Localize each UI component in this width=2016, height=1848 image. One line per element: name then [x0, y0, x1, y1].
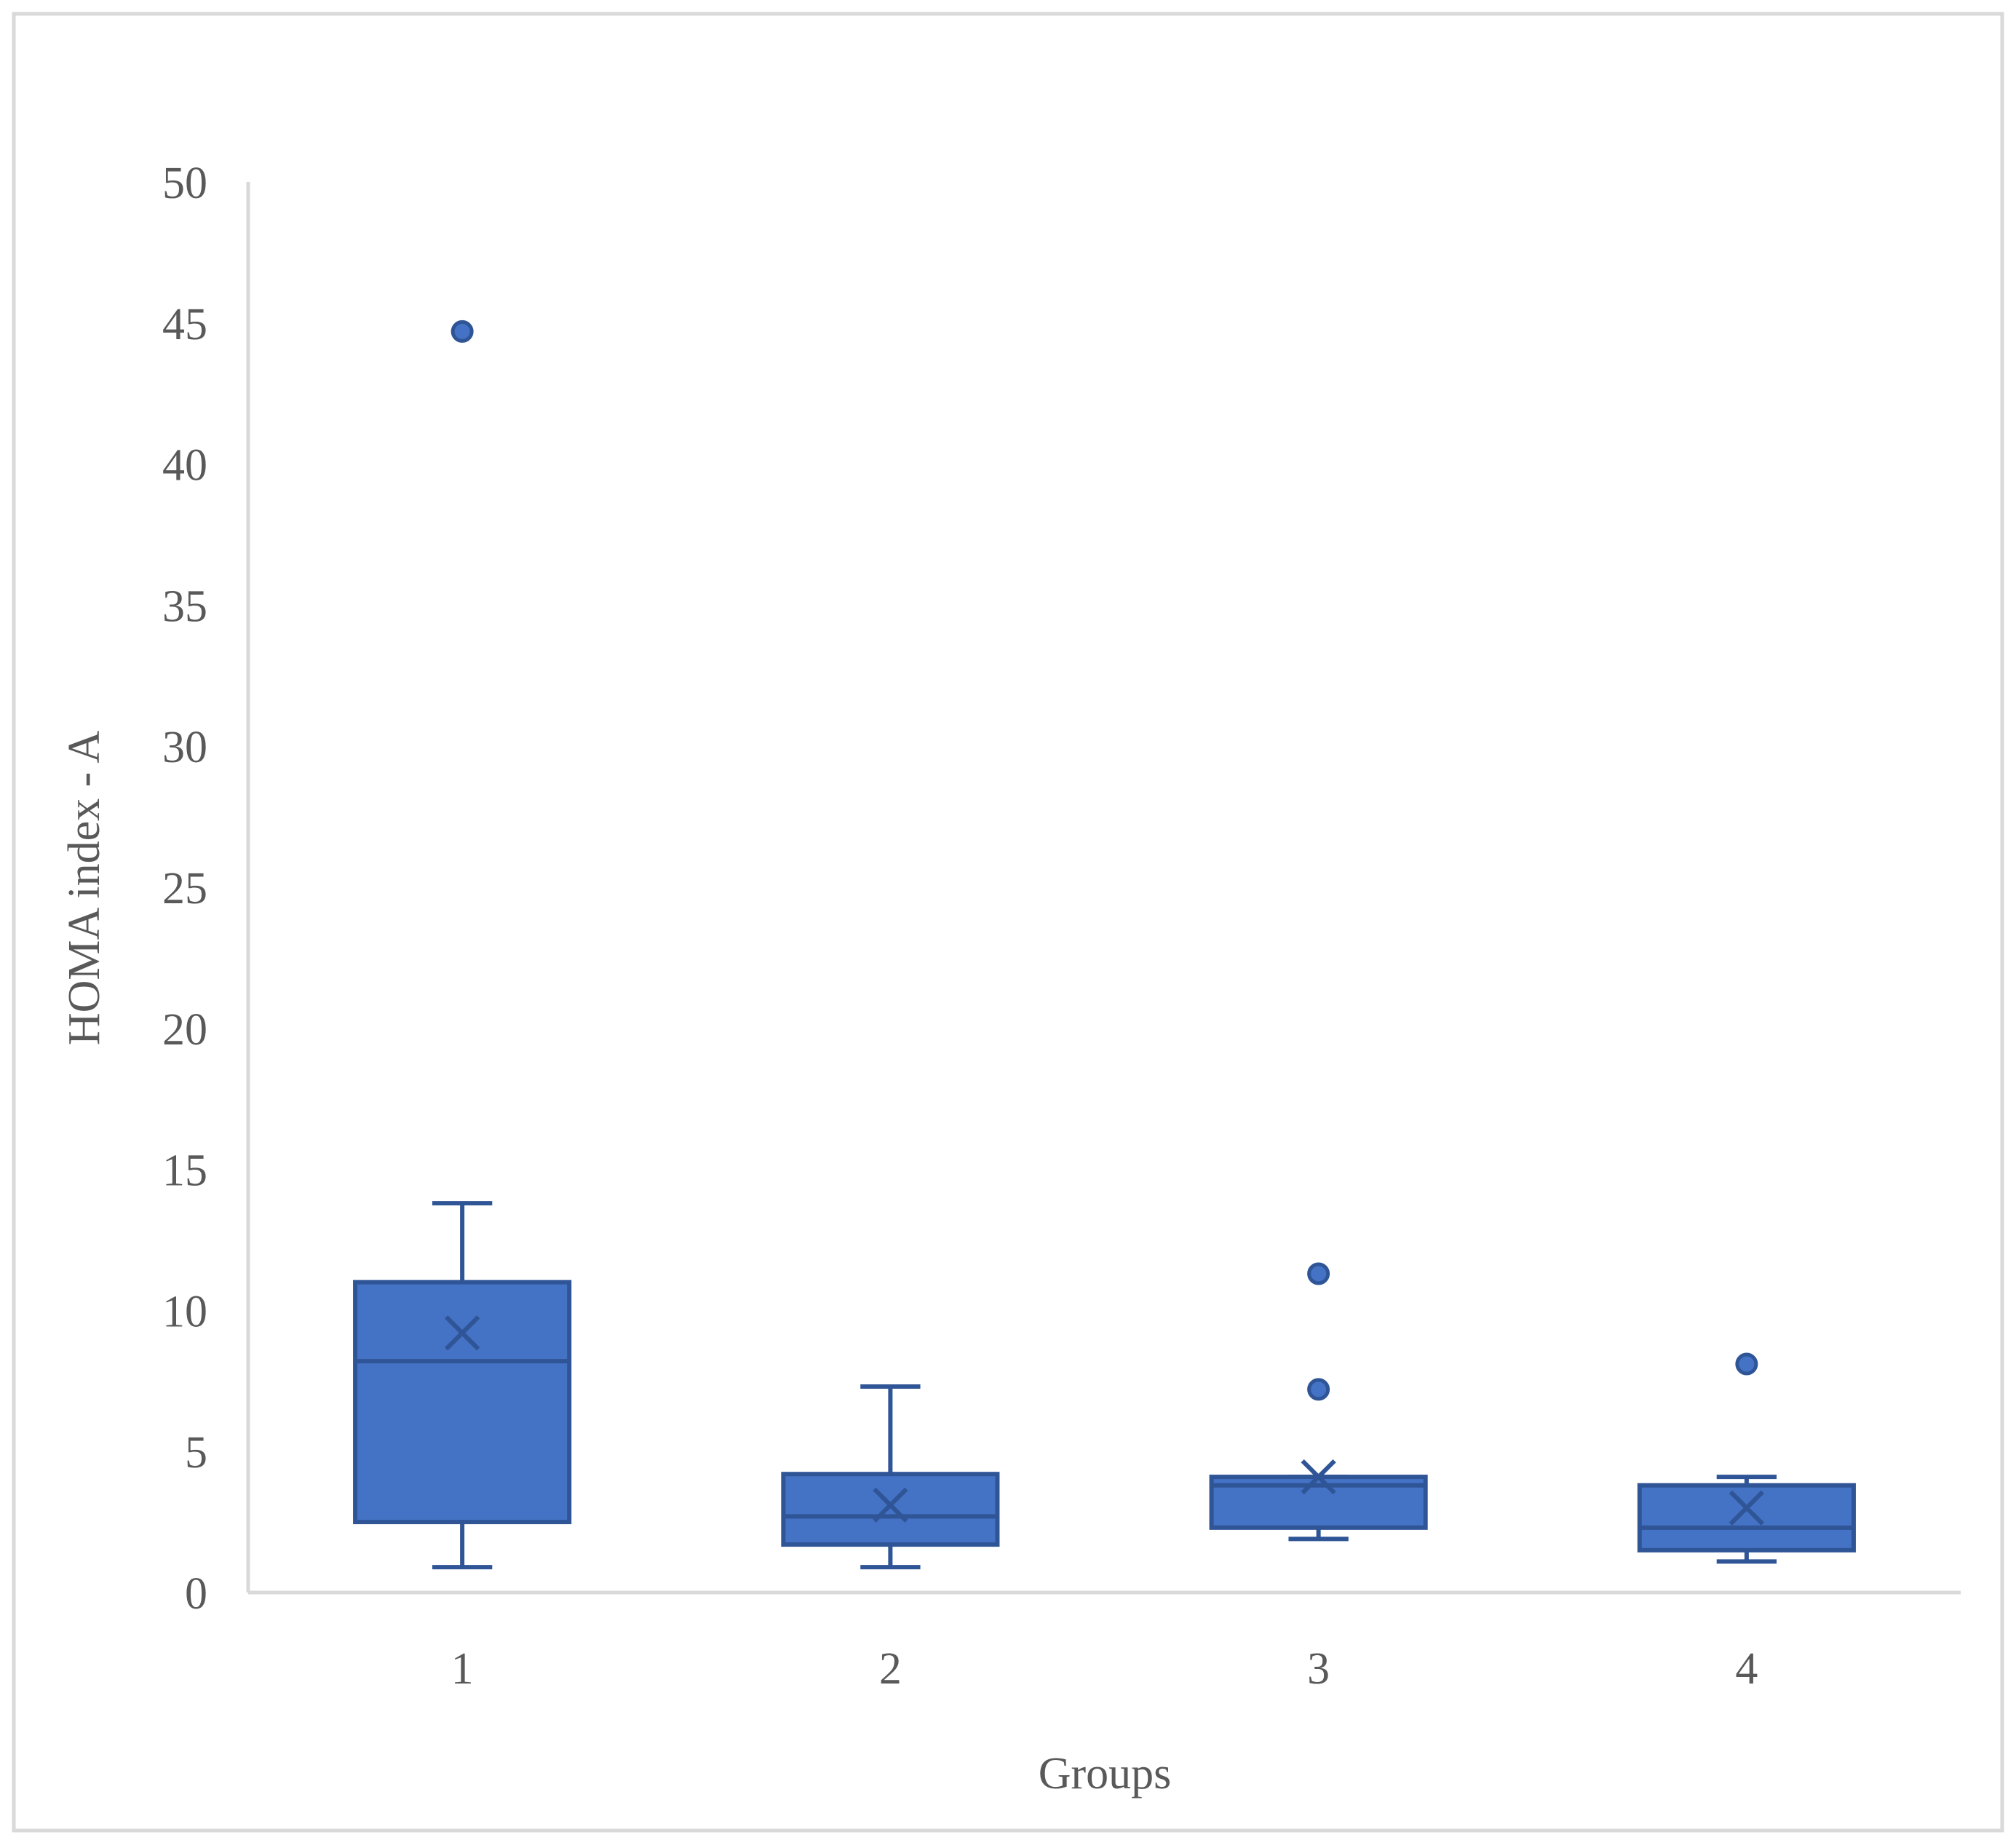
y-tick-label: 40 [162, 441, 207, 491]
iqr-box [781, 1472, 1000, 1547]
box-group [781, 1384, 1000, 1570]
y-tick-label: 15 [162, 1146, 207, 1196]
y-tick-label: 0 [185, 1569, 207, 1619]
iqr-box [1637, 1483, 1856, 1552]
outlier-point [1307, 1378, 1330, 1401]
y-tick-label: 5 [185, 1428, 207, 1478]
box-series [353, 320, 1856, 1570]
y-tick-label: 35 [162, 582, 207, 631]
iqr-box [353, 1280, 572, 1525]
outlier-point [1307, 1262, 1330, 1285]
outlier-point [1735, 1352, 1758, 1376]
mean-marker [1729, 1490, 1764, 1526]
box-group [1637, 1352, 1856, 1564]
mean-marker [873, 1487, 908, 1523]
x-tick-label: 1 [451, 1644, 474, 1694]
x-tick-label: 4 [1735, 1644, 1758, 1694]
y-tick-label: 50 [162, 159, 207, 208]
y-tick-label: 20 [162, 1005, 207, 1055]
x-axis-title: Groups [1039, 1749, 1172, 1799]
x-axis-tick-labels: 1 2 3 4 [451, 1644, 1758, 1694]
x-tick-label: 3 [1307, 1644, 1330, 1694]
y-tick-label: 45 [162, 300, 207, 349]
y-tick-label: 25 [162, 864, 207, 913]
chart-border [12, 12, 2004, 1833]
y-tick-label: 10 [162, 1287, 207, 1336]
box-group [353, 320, 572, 1570]
x-tick-label: 2 [879, 1644, 902, 1694]
y-axis-tick-labels: 0 5 10 15 20 25 30 35 40 45 50 [162, 159, 207, 1619]
mean-marker [445, 1315, 480, 1351]
mean-marker [1301, 1459, 1336, 1495]
box-group [1209, 1262, 1428, 1542]
y-tick-label: 30 [162, 723, 207, 772]
y-axis-title: HOMA index - A [60, 731, 109, 1046]
outlier-point [451, 320, 474, 343]
